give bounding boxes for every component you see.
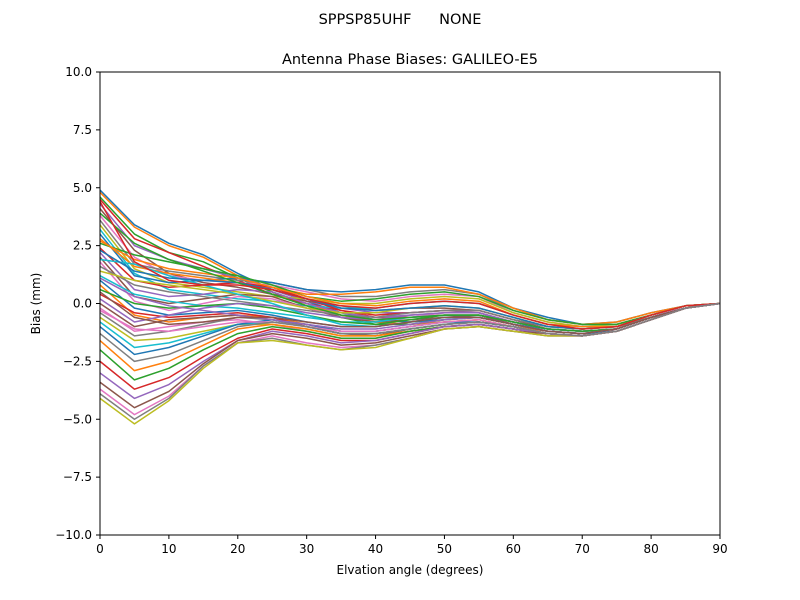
y-tick-label: 5.0 [73, 181, 92, 195]
x-tick-label: 50 [437, 542, 452, 556]
y-tick-label: −10.0 [55, 528, 92, 542]
x-tick-label: 20 [230, 542, 245, 556]
x-tick-label: 40 [368, 542, 383, 556]
y-tick-label: 10.0 [65, 65, 92, 79]
y-tick-label: 7.5 [73, 123, 92, 137]
x-tick-label: 0 [96, 542, 104, 556]
y-tick-label: 0.0 [73, 297, 92, 311]
x-tick-label: 90 [712, 542, 727, 556]
x-tick-label: 70 [575, 542, 590, 556]
series-line [99, 201, 721, 330]
x-tick-label: 10 [161, 542, 176, 556]
series-line [99, 302, 721, 363]
chart-suptitle: SPPSP85UHF NONE [319, 12, 482, 28]
y-tick-label: −5.0 [63, 412, 92, 426]
y-tick-label: 2.5 [73, 239, 92, 253]
series-line [99, 242, 721, 326]
series-layer [99, 189, 721, 425]
series-line [99, 238, 721, 326]
y-tick-label: −2.5 [63, 354, 92, 368]
y-axis-label: Bias (mm) [29, 273, 43, 335]
chart-title: Antenna Phase Biases: GALILEO-E5 [282, 52, 538, 68]
x-tick-label: 30 [299, 542, 314, 556]
ticks-layer: 0 10 20 30 40 50 60 70 80 90 −10.0 −7.5 −5.0 −2.5 0.0 2… [55, 65, 727, 556]
series-line [99, 291, 721, 335]
x-tick-label: 80 [643, 542, 658, 556]
x-axis-label: Elvation angle (degrees) [337, 563, 484, 577]
y-tick-label: −7.5 [63, 470, 92, 484]
plot-frame [99, 71, 721, 536]
x-tick-label: 60 [506, 542, 521, 556]
